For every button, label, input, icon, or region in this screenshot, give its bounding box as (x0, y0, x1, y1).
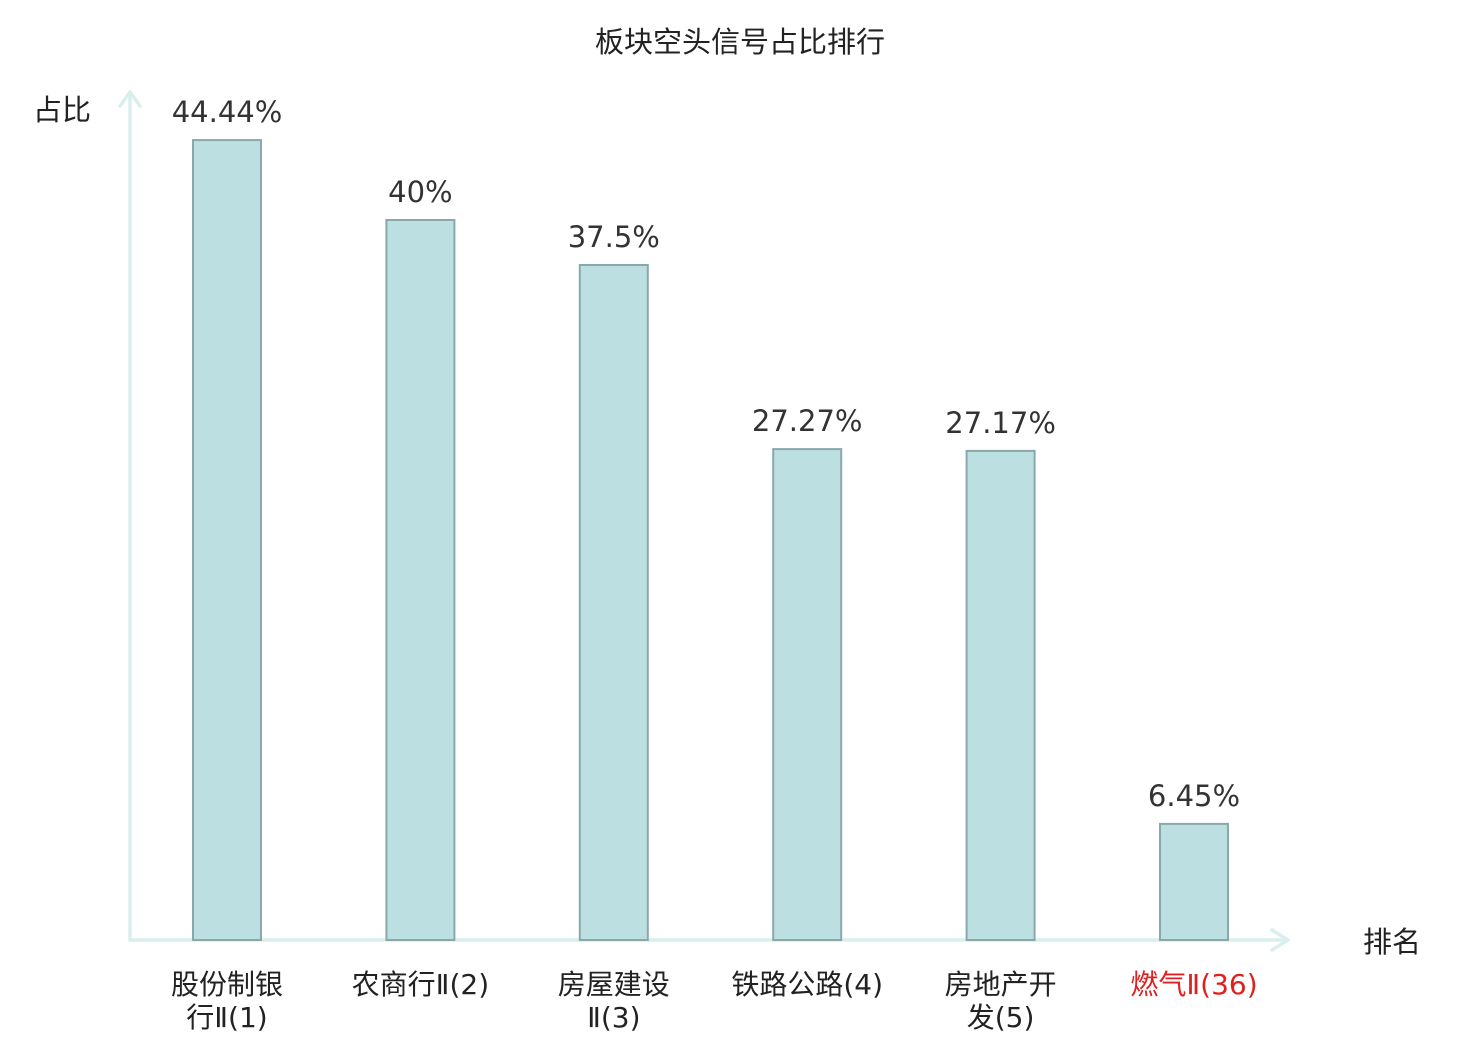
bar (965, 449, 1036, 941)
x-axis-label: 排名 (1363, 925, 1421, 959)
bar (578, 264, 649, 941)
bar (772, 448, 843, 941)
x-tick-label: 房屋建设 (558, 968, 670, 1001)
bar-value-label: 44.44% (172, 95, 283, 129)
chart-title: 板块空头信号占比排行 (595, 25, 885, 59)
bar (1159, 822, 1229, 942)
bar-value-label: 6.45% (1148, 779, 1240, 813)
x-tick-label: Ⅱ(3) (587, 1001, 640, 1034)
x-tick-label: 发(5) (967, 1001, 1035, 1034)
x-tick-label: 行Ⅱ(1) (186, 1001, 267, 1034)
bar (385, 219, 456, 941)
x-axis-arrow (1270, 928, 1290, 952)
bar-value-label: 27.17% (945, 406, 1056, 440)
bar-value-label: 40% (388, 175, 452, 209)
x-tick-label: 燃气Ⅱ(36) (1130, 968, 1257, 1001)
x-tick-label: 房地产开 (945, 968, 1057, 1001)
y-axis-label: 占比 (33, 93, 91, 127)
x-tick-label: 农商行Ⅱ(2) (352, 968, 489, 1001)
x-tick-label: 股份制银 (171, 968, 283, 1001)
axes (118, 90, 1290, 952)
bar-value-label: 37.5% (568, 220, 660, 254)
x-tick-label: 铁路公路(4) (731, 968, 883, 1001)
y-axis-arrow (118, 90, 142, 108)
bar (192, 139, 262, 942)
bar-value-label: 27.27% (752, 404, 863, 438)
